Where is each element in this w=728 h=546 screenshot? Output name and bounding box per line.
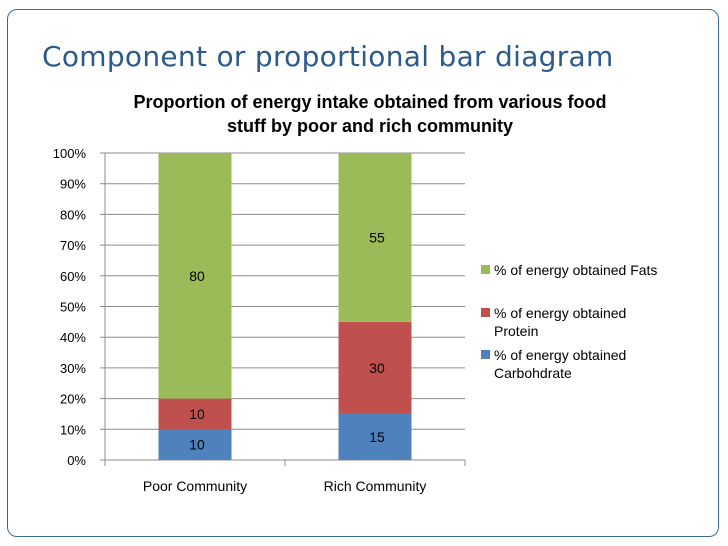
legend-swatch	[481, 265, 490, 274]
data-label: 15	[369, 429, 385, 445]
legend-swatch	[481, 308, 490, 317]
y-tick-label: 80%	[60, 207, 86, 222]
bar-segment	[158, 429, 232, 460]
bars	[158, 153, 412, 460]
chart-title-line-1: Proportion of energy intake obtained fro…	[133, 92, 606, 112]
bar-segment	[338, 153, 412, 322]
legend-label: % of energy obtained	[494, 305, 626, 321]
data-label: 30	[369, 360, 385, 376]
y-tick-label: 10%	[60, 422, 86, 437]
legend-label: % of energy obtained Fats	[494, 262, 657, 278]
legend-label: % of energy obtained	[494, 347, 626, 363]
slide-title: Component or proportional bar diagram	[42, 40, 614, 73]
y-tick-label: 0%	[67, 453, 86, 468]
chart-title-line-2: stuff by poor and rich community	[227, 116, 513, 136]
y-tick-label: 100%	[53, 146, 87, 161]
y-tick-label: 50%	[60, 300, 86, 315]
bar-segment	[158, 398, 232, 430]
data-label: 10	[189, 437, 205, 453]
y-tick-label: 30%	[60, 361, 86, 376]
y-tick-label: 60%	[60, 269, 86, 284]
data-label: 80	[189, 268, 205, 284]
data-labels: 10 10 80 15 30 55	[189, 229, 385, 452]
legend-label: Carbohdrate	[494, 365, 572, 381]
bar-segment	[158, 153, 232, 399]
bar-segment	[338, 413, 412, 460]
legend-label: Protein	[494, 323, 538, 339]
y-tick-label: 70%	[60, 238, 86, 253]
x-category-label: Poor Community	[143, 478, 247, 494]
y-tick-label: 20%	[60, 392, 86, 407]
legend: % of energy obtained Fats % of energy obt…	[481, 262, 657, 381]
y-tick-label: 90%	[60, 177, 86, 192]
data-label: 55	[369, 229, 385, 245]
data-label: 10	[189, 406, 205, 422]
legend-swatch	[481, 350, 490, 359]
x-category-label: Rich Community	[324, 478, 427, 494]
slide-frame	[7, 9, 719, 537]
y-tick-label: 40%	[60, 330, 86, 345]
bar-segment	[338, 321, 412, 414]
